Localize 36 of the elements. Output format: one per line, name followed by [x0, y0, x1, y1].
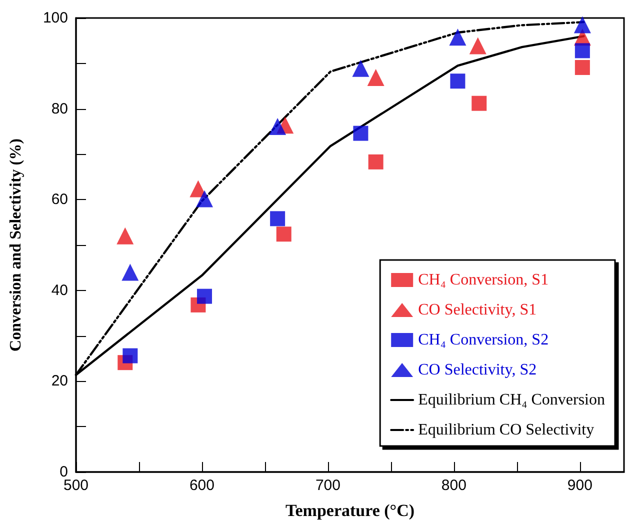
- point: [352, 60, 370, 77]
- y-tick-label: 20: [51, 372, 68, 390]
- y-tick-label: 80: [51, 100, 68, 118]
- legend-label: Equilibrium CO Selectivity: [418, 422, 594, 438]
- x-tick-label: 600: [189, 477, 214, 494]
- legend-label: CO Selectivity, S2: [418, 362, 537, 378]
- point: [276, 226, 292, 242]
- x-tick-label: 900: [567, 477, 592, 494]
- point: [574, 43, 590, 58]
- y-axis-title: Conversion and Selectivity (%): [8, 138, 24, 352]
- point: [574, 60, 590, 75]
- legend-label: CO Selectivity, S1: [418, 302, 537, 318]
- point: [449, 28, 466, 46]
- y-tick-label: 60: [51, 191, 68, 208]
- point: [353, 126, 368, 141]
- x-tick-label: 700: [315, 477, 340, 494]
- point: [269, 118, 286, 136]
- legend-label: CH₄ Conversion, S1: [418, 272, 549, 288]
- x-axis-title: Temperature (°C): [285, 501, 415, 520]
- legend-label: CH₄ Conversion, S2: [418, 332, 549, 348]
- point: [196, 288, 212, 304]
- point: [122, 348, 138, 364]
- point: [469, 37, 486, 54]
- point: [472, 96, 487, 111]
- point: [116, 227, 134, 244]
- point: [368, 154, 384, 170]
- y-tick-label: 100: [42, 10, 68, 26]
- x-tick-label: 800: [441, 477, 466, 494]
- point: [122, 264, 139, 281]
- point: [270, 211, 286, 226]
- point: [574, 16, 591, 34]
- y-tick-label: 40: [51, 282, 68, 299]
- point: [367, 68, 384, 86]
- point: [450, 74, 466, 89]
- point: [196, 190, 213, 208]
- legend-label: Equilibrium CH₄ Conversion: [418, 392, 605, 408]
